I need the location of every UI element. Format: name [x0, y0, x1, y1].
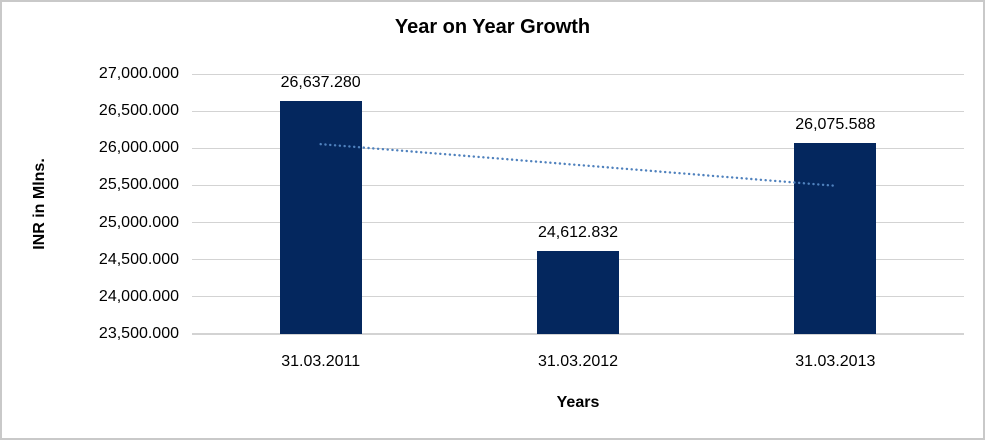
x-axis-line: [192, 333, 964, 335]
bar-1: [279, 100, 362, 334]
x-axis-category-label: 31.03.2012: [537, 353, 619, 370]
bar-2: [537, 251, 619, 334]
y-gridline: [192, 73, 964, 75]
x-axis-category-label: 31.03.2011: [281, 353, 361, 370]
trendline-path: [319, 142, 837, 188]
y-gridline: [192, 222, 964, 224]
y-gridline: [192, 110, 964, 112]
y-axis-tick-label: 24,000.000: [98, 287, 179, 305]
y-axis-tick-label: 27,000.000: [98, 65, 179, 82]
chart-title: Year on Year Growth: [394, 16, 591, 38]
y-axis-tick-label: 25,500.000: [98, 176, 179, 194]
y-axis-tick-label: 25,000.000: [98, 213, 179, 231]
bar-3: [794, 142, 877, 334]
y-axis-tick-label: 26,500.000: [98, 102, 179, 120]
bar-value-label: 24,612.832: [537, 224, 619, 242]
x-axis-category-label: 31.03.2013: [795, 353, 876, 370]
bar-value-label: 26,075.588: [795, 115, 876, 133]
bar-value-label: 26,637.280: [280, 73, 361, 91]
y-axis-tick-label: 23,500.000: [98, 325, 179, 342]
y-axis-tick-label: 26,000.000: [98, 139, 179, 157]
x-axis-title: Years: [556, 394, 600, 411]
y-axis-tick-label: 24,500.000: [98, 250, 179, 268]
